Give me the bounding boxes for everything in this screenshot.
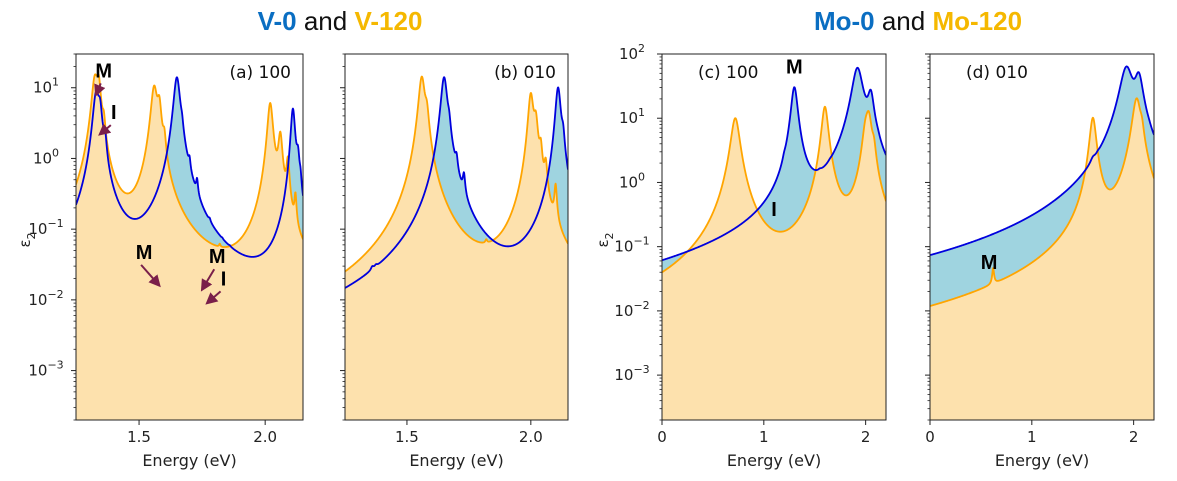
- y-tick-label: 100: [33, 146, 59, 167]
- annotation-arrow: [205, 290, 222, 305]
- x-tick-label: 2: [1129, 428, 1139, 446]
- right-title-and: and: [875, 6, 933, 36]
- axes-frame-d: [929, 53, 1155, 421]
- plot-area-b: [345, 75, 568, 420]
- panel-label: (b) 010: [494, 63, 556, 83]
- panel-c: 0 1 2 10−3 10−2 10−1 100 101 102 Energy (eV) (c) 1…: [614, 42, 887, 470]
- annotation-label: M: [786, 56, 803, 78]
- series-line-V-0: [345, 76, 568, 289]
- annotation-arrow: [94, 83, 106, 97]
- annotation-label: I: [111, 102, 117, 124]
- ylabel-right-sub: 2: [603, 232, 616, 239]
- left-title-v0: V-0: [258, 6, 297, 36]
- series-line-Mo-120: [662, 105, 886, 274]
- y-tick-label: 100: [619, 170, 645, 191]
- fill-between-d: [930, 66, 1154, 307]
- panel-d: 0 1 2 Energy (eV) (d) 010 M: [925, 53, 1155, 470]
- plot-area-a: [76, 73, 303, 420]
- ylabel-right-symbol: ε: [594, 239, 612, 247]
- fill-area-Mo-120: [662, 106, 886, 420]
- x-tick-label: 2.0: [519, 428, 543, 446]
- series-line-V-120: [76, 73, 303, 248]
- annotation-label: M: [136, 242, 153, 264]
- x-tick-label: 1.5: [127, 428, 151, 446]
- series-line-V-120: [345, 75, 568, 273]
- x-axis-label: Energy (eV): [142, 451, 236, 470]
- annotation-label: M: [981, 252, 998, 274]
- ylabel-left-sub: 2: [25, 232, 38, 239]
- ylabel-left-symbol: ε: [16, 239, 34, 247]
- plot-area-d: [930, 65, 1154, 420]
- y-tick-label: 10−2: [614, 299, 649, 320]
- annotation-label: M: [95, 60, 112, 82]
- left-title: V-0 and V-120: [258, 6, 423, 36]
- x-tick-label: 2.0: [253, 428, 277, 446]
- panel-label: (d) 010: [966, 63, 1028, 83]
- fill-area-V-120: [76, 74, 303, 420]
- left-title-and: and: [297, 6, 355, 36]
- axes-frame-c: [661, 53, 887, 421]
- y-tick-label: 102: [619, 42, 645, 63]
- x-axis-label: Energy (eV): [409, 451, 503, 470]
- y-tick-label: 10−2: [28, 288, 63, 309]
- x-tick-label: 1.5: [395, 428, 419, 446]
- annotation-label: M: [209, 246, 226, 268]
- fill-area-Mo-120: [930, 98, 1154, 420]
- axes-frame-b: [344, 53, 569, 421]
- x-tick-label: 1: [1027, 428, 1037, 446]
- x-tick-label: 0: [925, 428, 935, 446]
- series-line-Mo-0: [930, 65, 1154, 256]
- ylabel-left: ε2: [16, 232, 38, 247]
- x-axis-label: Energy (eV): [727, 451, 821, 470]
- fill-between-c: [662, 67, 886, 273]
- annotation-label: I: [771, 199, 777, 221]
- fill-between-b: [345, 76, 568, 272]
- fill-area-V-120: [345, 76, 568, 420]
- annotation-arrow: [98, 123, 112, 136]
- ylabel-right: ε2: [594, 232, 616, 247]
- annotation-label: I: [221, 268, 227, 290]
- x-tick-label: 0: [657, 428, 667, 446]
- y-tick-label: 10−1: [614, 235, 649, 256]
- panel-a: 1.5 2.0 10−3 10−2 10−1 100 101 Energy (eV) (a) 1…: [28, 53, 304, 470]
- axes-frame-a: [75, 53, 304, 421]
- panel-label: (c) 100: [698, 63, 758, 83]
- right-title-mo0: Mo-0: [814, 6, 875, 36]
- x-tick-label: 2: [861, 428, 871, 446]
- x-tick-label: 1: [759, 428, 769, 446]
- series-line-Mo-120: [930, 97, 1154, 307]
- series-line-V-0: [76, 76, 303, 258]
- y-tick-label: 10−1: [28, 217, 63, 238]
- right-title-mo120: Mo-120: [932, 6, 1022, 36]
- y-tick-label: 101: [33, 76, 59, 97]
- annotation-arrow: [200, 268, 216, 292]
- y-tick-label: 101: [619, 106, 645, 127]
- series-line-Mo-0: [662, 66, 886, 262]
- panel-b: 1.5 2.0 Energy (eV) (b) 010: [340, 53, 569, 470]
- plot-area-c: [662, 66, 886, 420]
- left-title-v120: V-120: [354, 6, 422, 36]
- y-tick-label: 10−3: [28, 359, 63, 380]
- right-title: Mo-0 and Mo-120: [814, 6, 1022, 36]
- annotation-arrow: [140, 264, 161, 288]
- x-axis-label: Energy (eV): [995, 451, 1089, 470]
- panel-label: (a) 100: [229, 63, 291, 83]
- y-tick-label: 10−3: [614, 363, 649, 384]
